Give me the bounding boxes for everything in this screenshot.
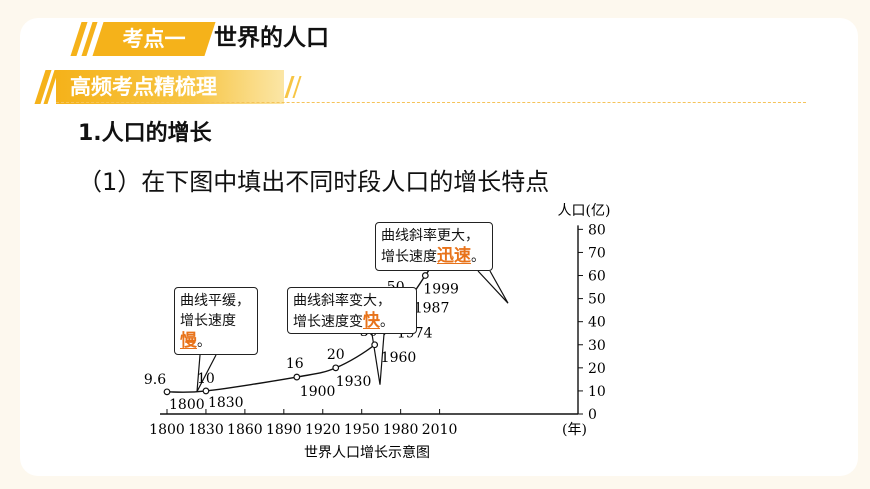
chart-ticks: 1800 1830 1860 1890 1920 1950 1980 201001020304… [149, 222, 606, 438]
year-label-1987: 1987 [414, 301, 450, 317]
callout-pointer-3 [477, 270, 509, 304]
x-axis-label: (年) [562, 422, 587, 438]
year-label-1960: 1960 [381, 350, 417, 366]
value-label-1930: 20 [327, 347, 345, 363]
x-tick-label-2010: 2010 [422, 422, 458, 438]
callout-pointers [196, 270, 509, 392]
point-1800 [163, 388, 171, 396]
callout-rapid-line1: 曲线斜率更大， [381, 228, 479, 244]
point-1830 [202, 387, 210, 395]
value-label-1800: 9.6 [144, 372, 166, 388]
callout-fast-line1: 曲线斜率变大， [293, 293, 391, 309]
callout-fast-tail: 。 [380, 314, 394, 330]
y-tick-label-50: 50 [588, 292, 606, 308]
callout-fast: 曲线斜率变大， 增长速度变快。 [287, 287, 417, 334]
callout-pointer-1 [196, 354, 217, 392]
x-tick-label-1860: 1860 [227, 422, 263, 438]
y-tick-label-40: 40 [588, 315, 606, 331]
callout-rapid-prefix: 增长速度 [381, 249, 437, 265]
answer-rapid: 迅速 [437, 246, 471, 266]
year-label-1830: 1830 [208, 395, 244, 411]
callout-slow-line1: 曲线平缓， [180, 293, 250, 309]
y-tick-label-10: 10 [588, 384, 606, 400]
x-tick-label-1890: 1890 [266, 422, 302, 438]
y-tick-label-30: 30 [588, 338, 606, 354]
value-label-1830: 10 [197, 371, 215, 387]
x-tick-label-1950: 1950 [344, 422, 380, 438]
y-tick-label-80: 80 [588, 222, 606, 238]
year-label-1900: 1900 [300, 384, 336, 400]
x-tick-label-1980: 1980 [383, 422, 419, 438]
x-tick-label-1800: 1800 [149, 422, 185, 438]
instruction-text: （1）在下图中填出不同时段人口的增长特点 [78, 168, 550, 196]
y-axis-label: 人口(亿) [558, 203, 611, 219]
page-title: 世界的人口 [214, 25, 329, 51]
y-tick-label-60: 60 [588, 269, 606, 285]
y-tick-label-0: 0 [588, 407, 597, 423]
year-label-1800: 1800 [169, 397, 205, 413]
year-label-1930: 1930 [336, 374, 372, 390]
section-divider [56, 102, 806, 104]
x-tick-label-1920: 1920 [305, 422, 341, 438]
point-1930 [332, 364, 340, 372]
section-heading: 1.人口的增长 [78, 121, 212, 146]
value-label-1900: 16 [286, 356, 304, 372]
callout-slow: 曲线平缓， 增长速度 慢。 [174, 287, 258, 355]
callout-fast-prefix: 增长速度变 [293, 314, 363, 330]
answer-slow: 慢 [180, 331, 197, 351]
y-tick-label-70: 70 [588, 245, 606, 261]
chart-title: 世界人口增长示意图 [304, 444, 430, 461]
callout-rapid: 曲线斜率更大， 增长速度迅速。 [375, 222, 493, 271]
section-banner: 高频考点精梳理 [56, 70, 284, 104]
point-1960 [371, 341, 379, 349]
point-1900 [293, 373, 301, 381]
year-label-1999: 1999 [423, 282, 459, 298]
point-1999 [421, 272, 429, 279]
answer-fast: 快 [363, 311, 380, 331]
x-tick-label-1830: 1830 [188, 422, 224, 438]
callout-slow-line2: 增长速度 [180, 313, 236, 329]
callout-rapid-tail: 。 [471, 249, 485, 265]
y-tick-label-20: 20 [588, 361, 606, 377]
callout-slow-tail: 。 [197, 334, 211, 350]
chart-axes [160, 225, 579, 415]
